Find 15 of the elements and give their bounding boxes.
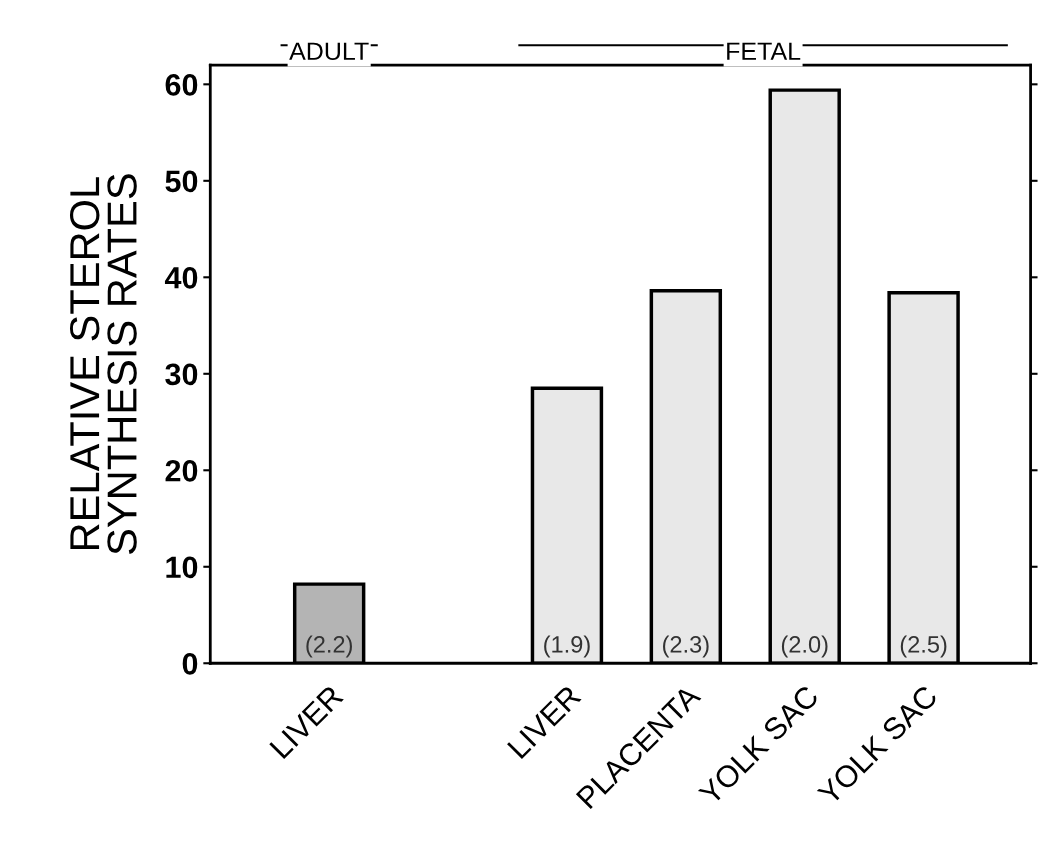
annotation: (2.5) [900,635,947,658]
y-tick-label: 20 [165,460,198,482]
annotation: (2.3) [663,635,709,658]
y-tick-label: 30 [165,363,198,386]
annotation: (2.0) [781,635,828,658]
y-axis-title: RELATIVE STEROL SYNTHESIS RATES [69,174,137,555]
y-tick-label: 40 [164,267,198,289]
y-tick-label: 0 [182,652,198,675]
y-tick-label: 10 [166,556,198,579]
y-tick-label: 60 [165,74,198,96]
annotation: (1.9) [544,635,590,658]
text: ADULT [289,42,369,61]
text: FETAL [727,42,801,60]
annotation: (2.2) [306,635,352,658]
y-tick-label: 50 [165,170,198,193]
